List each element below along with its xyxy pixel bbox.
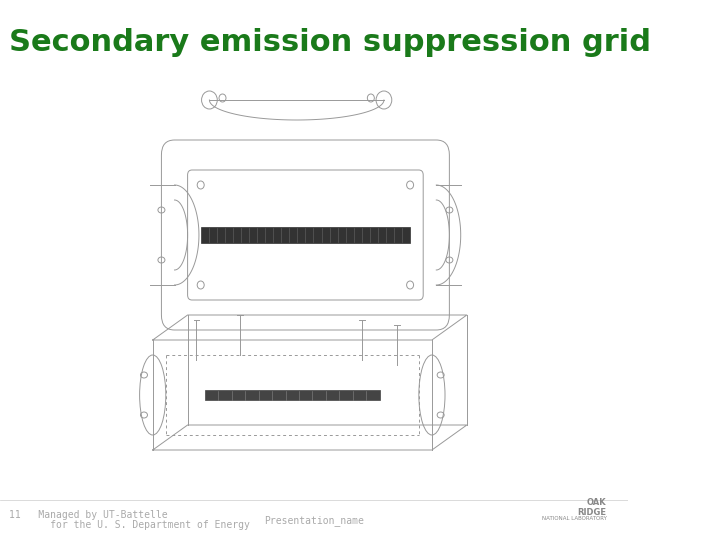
- Bar: [201, 227, 410, 243]
- Polygon shape: [205, 390, 379, 400]
- Text: NATIONAL LABORATORY: NATIONAL LABORATORY: [541, 516, 606, 521]
- Text: Presentation_name: Presentation_name: [264, 515, 364, 526]
- Text: OAK
RIDGE: OAK RIDGE: [577, 498, 606, 517]
- Text: Secondary emission suppression grid: Secondary emission suppression grid: [9, 28, 651, 57]
- Text: for the U. S. Department of Energy: for the U. S. Department of Energy: [9, 520, 250, 530]
- Text: 11   Managed by UT-Battelle: 11 Managed by UT-Battelle: [9, 510, 167, 520]
